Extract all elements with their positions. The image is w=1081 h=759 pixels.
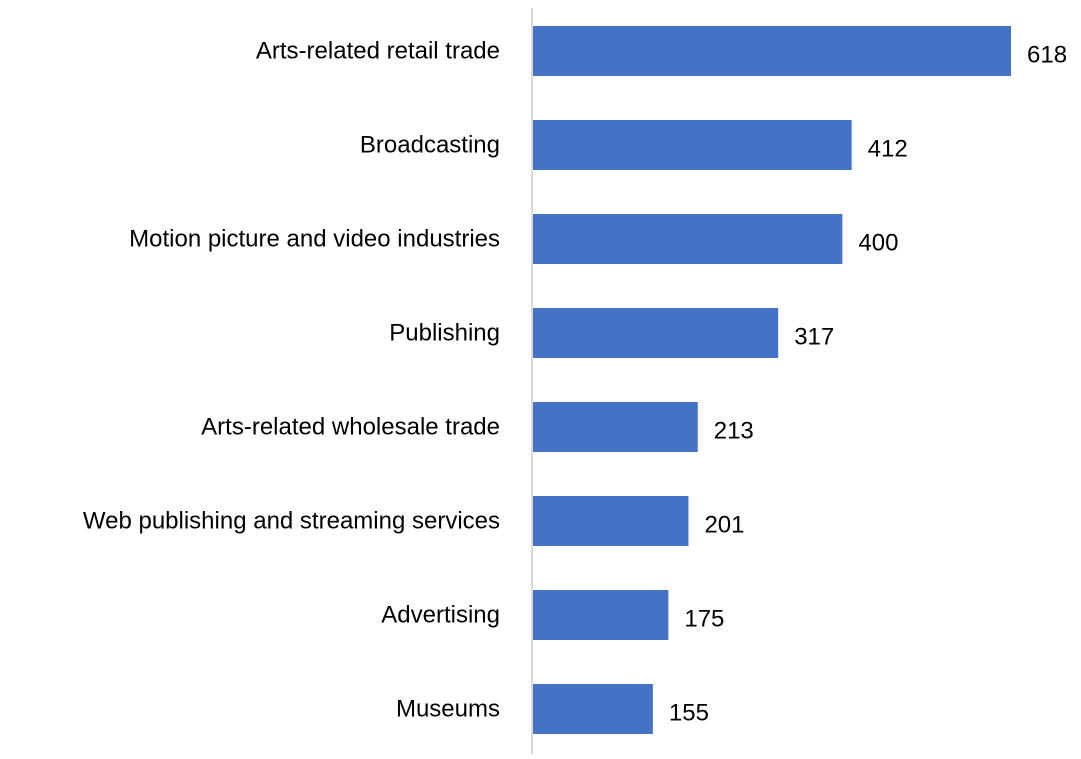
data-labels-group: 618 412 400 317 213 201 175 155 bbox=[669, 42, 1067, 727]
bar bbox=[533, 26, 1011, 76]
category-label: Motion picture and video industries bbox=[129, 226, 500, 253]
bar bbox=[533, 402, 698, 452]
bar bbox=[533, 120, 852, 170]
category-label: Arts-related wholesale trade bbox=[201, 414, 500, 441]
bar bbox=[533, 590, 669, 640]
data-label: 213 bbox=[714, 418, 754, 445]
bar bbox=[533, 214, 843, 264]
data-label: 317 bbox=[794, 324, 834, 351]
category-label: Arts-related retail trade bbox=[256, 38, 500, 65]
bar bbox=[533, 684, 653, 734]
bar bbox=[533, 308, 779, 358]
category-label: Museums bbox=[396, 696, 500, 723]
category-labels-group: Arts-related retail trade Broadcasting Mot… bbox=[83, 38, 500, 723]
category-label: Publishing bbox=[389, 320, 500, 347]
data-label: 175 bbox=[684, 606, 724, 633]
data-label: 400 bbox=[858, 230, 898, 257]
data-label: 155 bbox=[669, 700, 709, 727]
data-label: 412 bbox=[868, 136, 908, 163]
category-label: Web publishing and streaming services bbox=[83, 508, 500, 535]
bars-group bbox=[533, 26, 1011, 734]
data-label: 201 bbox=[704, 512, 744, 539]
category-label: Broadcasting bbox=[360, 132, 500, 159]
bar bbox=[533, 496, 689, 546]
data-label: 618 bbox=[1027, 42, 1067, 69]
category-label: Advertising bbox=[381, 602, 500, 629]
